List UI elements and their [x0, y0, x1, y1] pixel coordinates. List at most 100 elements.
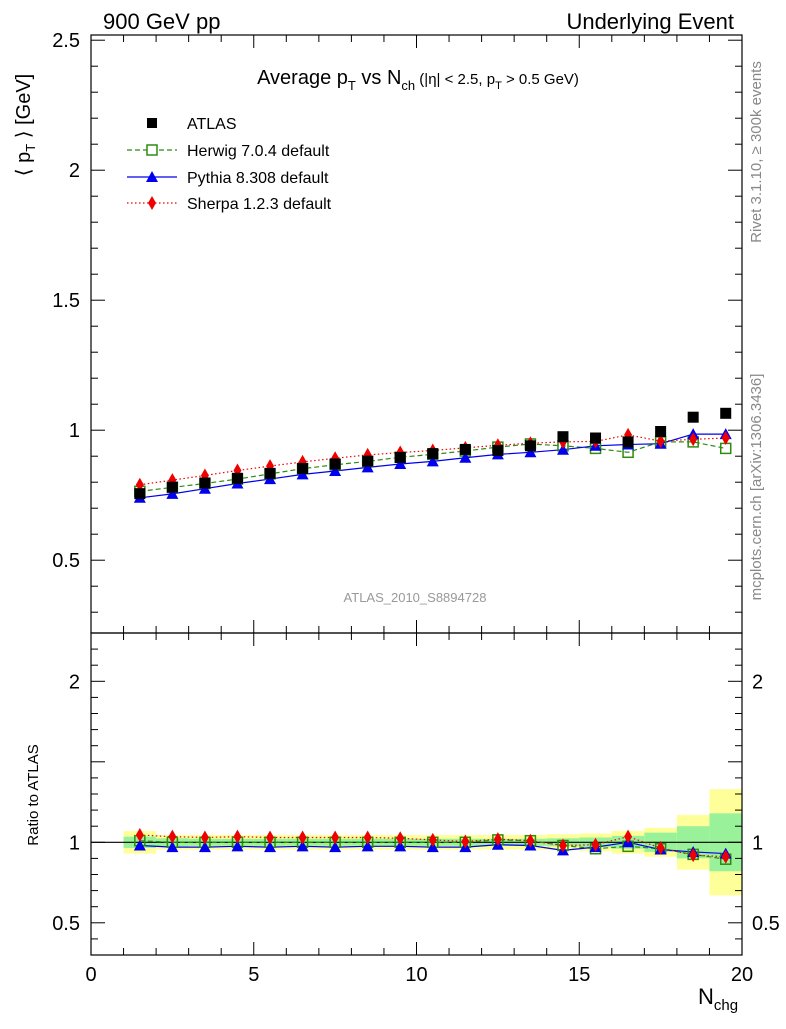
- data-point-atlas: [362, 455, 374, 467]
- data-point-sherpa: [721, 431, 730, 445]
- ratio-point-sherpa: [428, 832, 437, 847]
- legend-marker-pythia: [146, 171, 158, 182]
- legend-marker-atlas: [147, 118, 157, 128]
- x-tick-label: 20: [731, 964, 753, 986]
- y-tick-label: 0.5: [52, 550, 80, 572]
- ratio-point-sherpa: [135, 828, 144, 843]
- y-tick-label: 1.5: [52, 290, 80, 312]
- ratio-point-sherpa: [200, 830, 209, 845]
- ratio-y-tick-label-left: 2: [69, 671, 80, 693]
- ratio-point-sherpa: [461, 834, 470, 849]
- ratio-point-pythia: [133, 839, 146, 851]
- data-point-pythia: [361, 461, 374, 473]
- ratio-y-tick-label-left: 0.5: [52, 913, 80, 935]
- legend-entry-atlas: ATLAS: [147, 116, 237, 133]
- ratio-point-sherpa: [689, 848, 698, 863]
- y-tick-label: 2: [69, 160, 80, 182]
- legend-entry-herwig: Herwig 7.0.4 default: [127, 143, 330, 160]
- ratio-point-sherpa: [396, 831, 405, 846]
- data-point-atlas: [557, 431, 569, 443]
- watermark: ATLAS_2010_S8894728: [344, 590, 487, 605]
- data-point-atlas: [459, 443, 471, 455]
- data-point-atlas: [199, 477, 211, 489]
- ratio-plot-frame: [90, 632, 743, 956]
- ratio-y-tick-label-right: 1: [752, 832, 763, 854]
- ratio-ylabel: Ratio to ATLAS: [25, 744, 42, 845]
- legend: ATLAS Herwig 7.0.4 default Pythia 8.308 …: [127, 116, 332, 213]
- data-point-atlas: [524, 440, 536, 452]
- data-point-atlas: [687, 411, 699, 423]
- ratio-point-pythia: [166, 841, 179, 853]
- legend-label-pythia: Pythia 8.308 default: [187, 170, 329, 187]
- legend-marker-herwig: [146, 144, 158, 156]
- ratio-point-sherpa: [656, 840, 665, 855]
- main-ylabel: ⟨ pT ⟩ [GeV]: [13, 74, 38, 177]
- ratio-point-sherpa: [233, 829, 242, 844]
- data-point-atlas: [297, 462, 309, 474]
- ratio-point-sherpa: [558, 838, 567, 853]
- data-point-atlas: [166, 481, 178, 493]
- legend-label-sherpa: Sherpa 1.2.3 default: [187, 196, 332, 213]
- ratio-plot: 0 5 10 15 20 0.5 0.5 1 1 2 2: [52, 632, 780, 986]
- data-point-atlas: [264, 467, 276, 479]
- data-point-atlas: [655, 426, 667, 437]
- ratio-point-pythia: [361, 840, 374, 852]
- ratio-y-tick-label-right: 2: [752, 671, 763, 693]
- data-point-atlas: [231, 472, 243, 484]
- plot-title: Average pT vs Nch (|η| < 2.5, pT > 0.5 G…: [257, 67, 579, 93]
- side-text-lower: mcplots.cern.ch [arXiv:1306.3436]: [748, 374, 765, 601]
- ratio-point-sherpa: [331, 830, 340, 845]
- data-point-atlas: [329, 458, 341, 470]
- data-point-atlas: [427, 448, 439, 460]
- ratio-point-pythia: [329, 841, 342, 853]
- data-point-atlas: [394, 452, 406, 463]
- legend-entry-pythia: Pythia 8.308 default: [127, 170, 329, 187]
- x-tick-label: 0: [85, 964, 96, 986]
- data-point-pythia: [459, 451, 472, 463]
- ratio-point-sherpa: [526, 833, 535, 848]
- y-tick-label: 1: [69, 420, 80, 442]
- data-point-atlas: [590, 432, 602, 444]
- ratio-y-tick-label-right: 0.5: [752, 913, 780, 935]
- x-tick-label: 15: [568, 964, 590, 986]
- ratio-point-sherpa: [721, 849, 730, 864]
- ratio-point-pythia: [394, 840, 407, 852]
- data-point-pythia: [394, 458, 407, 469]
- data-point-atlas: [720, 407, 732, 419]
- y-tick-label: 2.5: [52, 30, 80, 52]
- data-point-atlas: [492, 444, 504, 456]
- legend-label-herwig: Herwig 7.0.4 default: [187, 143, 330, 160]
- header-right: Underlying Event: [566, 9, 734, 34]
- data-point-atlas: [622, 436, 634, 448]
- data-point-pythia: [426, 455, 439, 467]
- x-tick-label: 5: [248, 964, 259, 986]
- x-tick-label: 10: [405, 964, 427, 986]
- data-point-sherpa: [689, 432, 698, 447]
- ratio-point-pythia: [198, 841, 211, 853]
- ratio-y-tick-label-left: 1: [69, 832, 80, 854]
- header-left: 900 GeV pp: [103, 9, 220, 34]
- data-point-pythia: [166, 487, 179, 499]
- ratio-point-sherpa: [624, 829, 633, 844]
- data-point-sherpa: [656, 434, 665, 449]
- ratio-point-pythia: [264, 841, 277, 853]
- ratio-point-sherpa: [591, 837, 600, 852]
- legend-marker-sherpa: [148, 196, 156, 210]
- data-point-pythia: [556, 443, 569, 455]
- ratio-point-sherpa: [168, 829, 177, 844]
- side-text-upper: Rivet 3.1.10, ≥ 300k events: [748, 61, 765, 243]
- ratio-point-pythia: [296, 840, 309, 852]
- ratio-point-sherpa: [298, 830, 307, 845]
- data-point-atlas: [134, 488, 146, 500]
- data-point-pythia: [329, 465, 342, 477]
- x-axis-label: Nchg: [698, 984, 738, 1014]
- ratio-point-sherpa: [493, 832, 502, 847]
- legend-entry-sherpa: Sherpa 1.2.3 default: [127, 196, 332, 213]
- legend-label-atlas: ATLAS: [187, 116, 237, 133]
- main-plot: Average pT vs Nch (|η| < 2.5, pT > 0.5 G…: [52, 30, 743, 634]
- ratio-point-sherpa: [266, 830, 275, 845]
- ratio-point-pythia: [231, 840, 244, 852]
- ratio-point-sherpa: [363, 830, 372, 845]
- data-point-pythia: [524, 446, 537, 458]
